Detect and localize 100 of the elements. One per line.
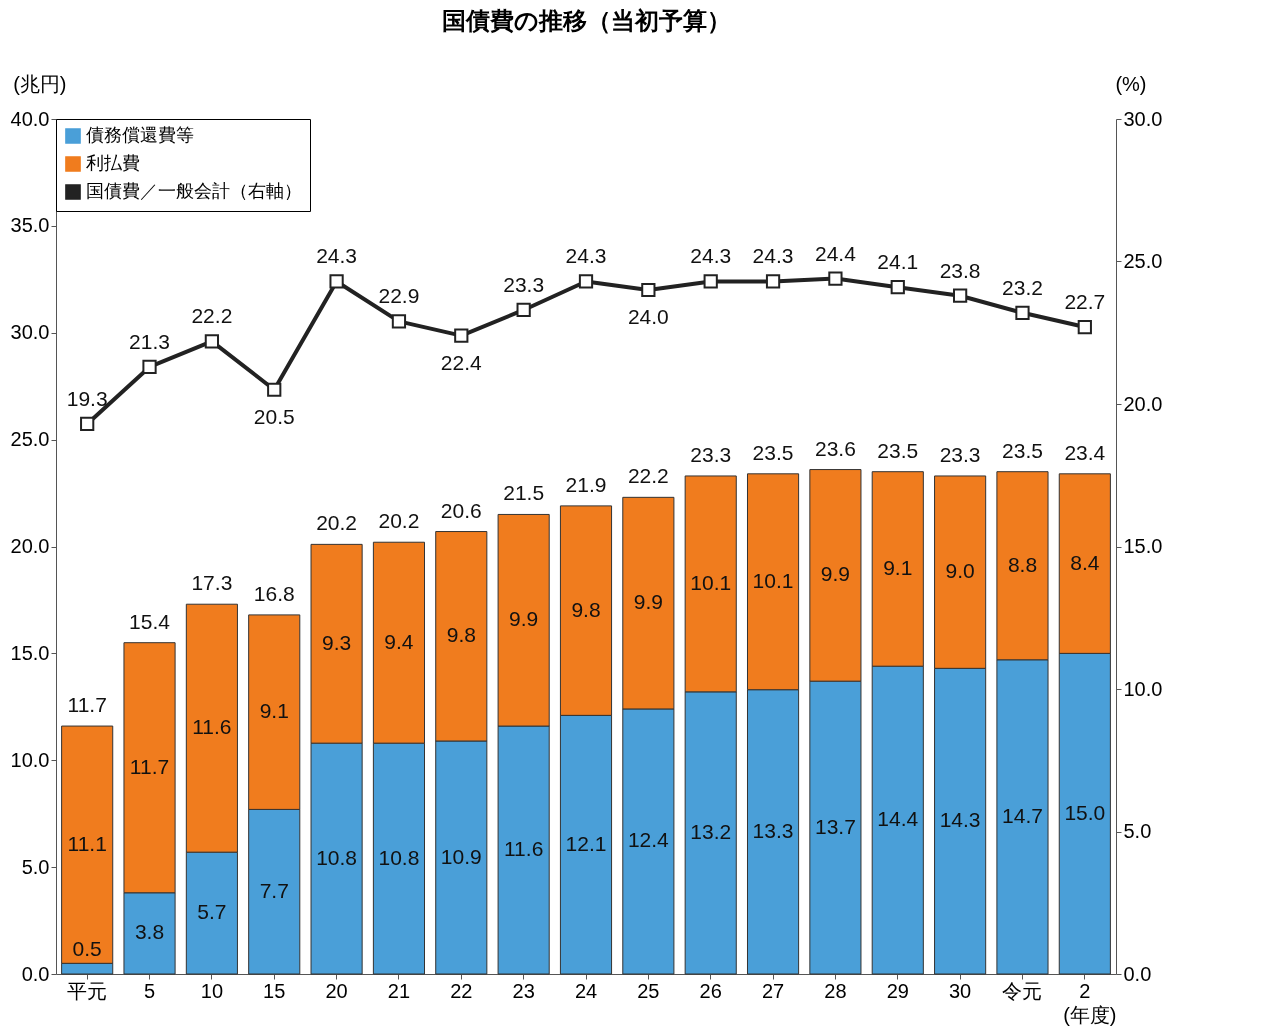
point — [142, 359, 157, 375]
y2-tick-label: 25.0 — [1123, 250, 1163, 272]
x-tick-label: 27 — [761, 979, 785, 1002]
data-label: 11.1 — [67, 831, 107, 855]
point — [578, 274, 594, 289]
total-label: 23.3 — [939, 442, 981, 466]
x-axis-title: (年度) — [1063, 1003, 1117, 1026]
total-label: 17.3 — [191, 571, 233, 595]
data-label: 9.1 — [883, 555, 913, 579]
point — [1077, 319, 1092, 335]
y-tick-label: 30.0 — [10, 321, 50, 344]
total-label: 23.6 — [814, 436, 856, 460]
y-tick-label: 10.0 — [10, 748, 50, 771]
total-label: 22.2 — [627, 464, 669, 488]
x-tick-label: 23 — [512, 979, 535, 1002]
data-label: 19.3 — [66, 386, 108, 410]
total-label: 23.5 — [1002, 438, 1043, 462]
point — [329, 274, 344, 289]
data-label: 12.1 — [565, 831, 607, 855]
total-label: 23.5 — [877, 438, 919, 462]
total-label: 20.6 — [440, 498, 482, 522]
point — [454, 328, 469, 343]
x-tick-label: 30 — [948, 979, 972, 1002]
data-label: 15.0 — [1064, 800, 1106, 824]
point — [516, 302, 531, 318]
data-label: 9.8 — [571, 597, 601, 621]
x-tick-label: 24 — [574, 979, 598, 1002]
x-tick-label: 26 — [699, 979, 722, 1002]
y2-tick-label: 5.0 — [1123, 820, 1152, 842]
data-label: 24.3 — [565, 244, 607, 268]
data-label: 22.4 — [440, 350, 483, 374]
legend-label: 国債費／一般会計（右軸） — [86, 181, 302, 201]
data-label: 10.1 — [752, 568, 794, 592]
y-tick-label: 15.0 — [10, 641, 50, 664]
chart-title: 国債費の推移（当初予算） — [441, 7, 731, 34]
data-label: 10.8 — [316, 845, 358, 869]
data-label: 23.8 — [939, 258, 981, 282]
y-tick-label: 5.0 — [21, 855, 50, 878]
total-label: 20.2 — [378, 509, 420, 533]
point — [267, 382, 282, 397]
total-label: 21.5 — [503, 481, 545, 505]
total-label: 21.9 — [565, 472, 607, 496]
x-tick-label: 28 — [824, 979, 847, 1002]
data-label: 9.3 — [321, 630, 352, 654]
x-tick-label: 25 — [637, 979, 660, 1002]
x-tick-label: 平元 — [67, 979, 108, 1002]
x-tick-label: 22 — [450, 979, 473, 1002]
data-label: 0.5 — [72, 937, 102, 961]
data-label: 24.3 — [752, 244, 794, 268]
y2-tick-label: 15.0 — [1123, 535, 1163, 557]
point — [890, 280, 905, 295]
data-label: 22.2 — [191, 304, 233, 328]
total-label: 23.3 — [690, 442, 732, 466]
data-label: 22.9 — [378, 284, 420, 308]
data-label: 9.9 — [633, 590, 663, 614]
y2-tick-label: 30.0 — [1123, 107, 1163, 130]
x-tick-label: 20 — [325, 979, 348, 1002]
data-label: 8.4 — [1070, 550, 1100, 574]
data-label: 13.7 — [814, 814, 856, 838]
point — [703, 274, 718, 289]
data-label: 5.7 — [197, 900, 227, 924]
point — [952, 288, 968, 303]
data-label: 9.9 — [509, 607, 539, 631]
data-label: 24.0 — [627, 305, 669, 328]
data-label: 9.1 — [259, 699, 289, 723]
data-label: 13.2 — [690, 819, 732, 843]
data-label: 14.3 — [939, 808, 981, 832]
data-label: 24.3 — [316, 244, 358, 268]
point — [828, 271, 843, 286]
data-label: 7.7 — [259, 878, 289, 902]
data-label: 21.3 — [129, 329, 170, 353]
x-tick-label: 2 — [1079, 979, 1091, 1002]
data-label: 9.4 — [384, 629, 414, 653]
total-label: 20.2 — [316, 511, 358, 535]
data-label: 24.4 — [814, 241, 857, 265]
data-label: 9.9 — [820, 562, 851, 586]
y-tick-label: 40.0 — [10, 107, 50, 130]
data-label: 23.3 — [503, 272, 545, 296]
legend-label: 債務償還費等 — [86, 125, 194, 145]
total-label: 23.5 — [752, 440, 794, 464]
y2-tick-label: 20.0 — [1123, 392, 1163, 415]
data-label: 9.8 — [446, 623, 476, 647]
x-tick-label: 10 — [200, 979, 224, 1002]
data-label: 24.1 — [877, 250, 919, 274]
x-tick-label: 29 — [886, 979, 909, 1002]
legend-label: 利払費 — [86, 153, 140, 173]
y-tick-label: 25.0 — [10, 428, 50, 451]
data-label: 10.1 — [690, 570, 732, 594]
data-label: 20.5 — [253, 404, 295, 428]
total-label: 15.4 — [129, 609, 171, 633]
x-tick-label: 21 — [387, 979, 411, 1002]
point — [765, 274, 781, 289]
data-label: 24.3 — [690, 244, 732, 268]
point — [641, 282, 656, 298]
y-axis-title: (兆円) — [13, 72, 67, 95]
point — [1015, 305, 1030, 320]
x-tick-label: 5 — [143, 979, 156, 1002]
point — [391, 314, 407, 329]
data-label: 22.7 — [1064, 290, 1106, 314]
data-label: 11.7 — [129, 754, 170, 778]
